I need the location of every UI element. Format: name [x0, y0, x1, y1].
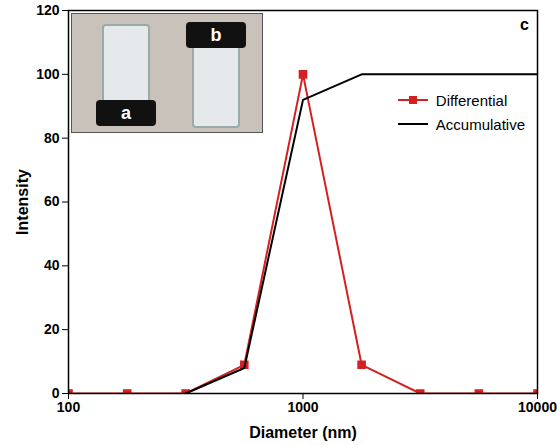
html-text:Accumulative: Accumulative	[435, 115, 525, 133]
svg-text:10000: 10000	[518, 399, 557, 415]
html-text:c: c	[520, 16, 529, 33]
svg-text:60: 60	[44, 193, 60, 209]
svg-text:40: 40	[44, 257, 60, 273]
svg-text:0: 0	[51, 385, 60, 401]
html-text:Differential: Differential	[435, 91, 508, 109]
html-text:b: b	[210, 24, 222, 45]
svg-text:Diameter (nm): Diameter (nm)	[249, 424, 357, 441]
svg-text:80: 80	[44, 130, 60, 146]
svg-text:120: 120	[36, 2, 60, 18]
html-text:a: a	[121, 102, 131, 123]
svg-text:20: 20	[44, 321, 60, 337]
svg-text:Intensity: Intensity	[14, 169, 31, 235]
svg-text:1000: 1000	[287, 399, 318, 415]
svg-text:100: 100	[36, 66, 60, 82]
svg-text:100: 100	[57, 399, 81, 415]
